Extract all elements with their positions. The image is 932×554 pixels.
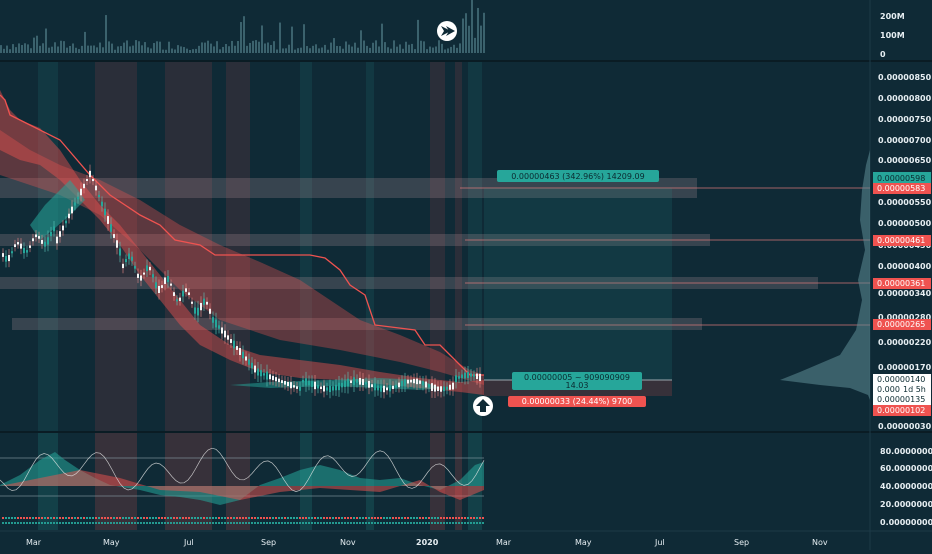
price-tag: 0.00000583 [873,183,931,194]
price-tick: 0.00000850 [878,73,932,82]
stop-label: 0.00000033 (24.44%) 9700 [522,397,633,406]
price-tick: 0.00000550 [878,198,932,207]
signal-background-bands [38,62,482,530]
osc-tick: 80.00000000 [880,447,932,456]
date-tick: Jul [183,538,194,547]
price-tag-labels: 0.00000598 0.00000583 0.00000461 0.00000… [873,172,931,416]
price-tag: 0.00000140 [873,374,931,385]
target-label: 0.00000463 (342.96%) 14209.09 [511,172,644,181]
price-tick: 0.00000650 [878,156,932,165]
svg-text:0.00000135: 0.00000135 [877,395,925,404]
svg-text:0.00000102: 0.00000102 [877,406,925,415]
price-tick: 0.00000280 [878,313,932,322]
volume-tick: 100M [880,31,905,40]
moving-average-ribbon [0,90,484,395]
price-tag: 0.00000461 [873,235,931,246]
target-label-box [497,170,659,182]
osc-tick: 20.00000000 [880,500,932,509]
svg-text:0.000: 0.000 [877,385,900,394]
up-arrow-marker-icon[interactable] [473,396,493,416]
profit-zone [484,188,672,380]
price-tag: 0.00000598 [873,172,931,183]
price-tag: 0.00000361 [873,278,931,289]
price-tick: 0.00000030 [878,422,932,431]
forward-arrow-marker-icon[interactable] [437,21,457,41]
svg-text:0.00000461: 0.00000461 [877,236,925,245]
osc-tick: 0.00000000 [880,518,932,527]
price-tag: 0.00000265 [873,319,931,330]
price-tag: 0.000 [873,384,901,394]
price-tick: 0.00000750 [878,115,932,124]
date-tick: May [103,538,120,547]
date-tick: May [575,538,592,547]
volume-axis: 200M 100M 0 [880,12,905,59]
price-tick: 0.00000220 [878,338,932,347]
price-tick: 0.00000800 [878,94,932,103]
oscillator-pane [0,447,485,524]
stop-label-box [508,396,646,407]
entry-label-line1: 0.00000005 ~ 909090909 [524,373,630,382]
osc-tick: 60.00000000 [880,464,932,473]
date-axis[interactable]: Mar May Jul Sep Nov 2020 Mar May Jul Sep… [26,538,828,547]
price-tick: 0.00000170 [878,363,932,372]
volume-histogram [0,0,485,54]
price-tag: 0.00000102 [873,405,931,416]
volume-tick: 0 [880,50,886,59]
svg-text:0.00000583: 0.00000583 [877,184,925,193]
date-tick: Jul [654,538,665,547]
date-tick: Nov [812,538,828,547]
volume-tick: 200M [880,12,905,21]
date-tick: Sep [261,538,276,547]
volume-profile [780,150,870,400]
price-tick: 0.00000400 [878,262,932,271]
price-tick: 0.00000500 [878,219,932,228]
svg-text:0.00000361: 0.00000361 [877,279,925,288]
entry-label-box [512,372,642,390]
support-resistance-zones [0,178,870,330]
entry-label-line2: 14.03 [566,381,589,390]
price-tick: 0.00000340 [878,289,932,298]
date-tick: 2020 [416,538,439,547]
date-tick: Nov [340,538,356,547]
candlestick-series [2,164,481,399]
long-position-tool[interactable]: 0.00000463 (342.96%) 14209.09 0.00000005… [484,170,672,407]
oscillator-axis: 80.00000000 60.00000000 40.00000000 20.0… [880,447,932,527]
date-tick: Mar [26,538,42,547]
svg-text:0.00000265: 0.00000265 [877,320,925,329]
svg-text:1d 5h: 1d 5h [903,385,926,394]
countdown-tag: 1d 5h [901,384,931,394]
svg-text:0.00000598: 0.00000598 [877,174,925,183]
osc-tick: 40.00000000 [880,482,932,491]
svg-text:0.00000140: 0.00000140 [877,375,925,384]
price-tick: 0.00000700 [878,136,932,145]
date-tick: Sep [734,538,749,547]
date-tick: Mar [496,538,512,547]
price-tag: 0.00000135 [873,394,931,405]
